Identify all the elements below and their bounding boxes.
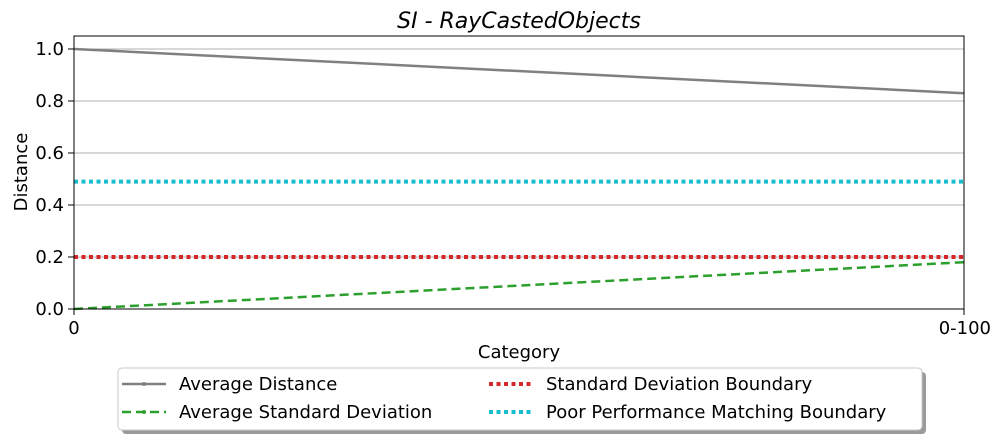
y-tick-label: 0.2 bbox=[35, 247, 64, 268]
x-tick-label: 0-100 bbox=[939, 318, 991, 339]
y-tick-label: 1.0 bbox=[35, 39, 64, 60]
y-tick-label: 0.6 bbox=[35, 143, 64, 164]
plot-series bbox=[73, 47, 965, 311]
plot-frame bbox=[73, 35, 965, 310]
y-axis-title: Distance bbox=[11, 133, 32, 212]
legend-entries: Average Distance Average Standard Deviati… bbox=[122, 374, 887, 423]
x-axis-title: Category bbox=[478, 342, 561, 363]
y-axis-ticks: 0.0 0.2 0.4 0.6 0.8 1.0 bbox=[35, 39, 74, 320]
y-tick-label: 0.8 bbox=[35, 91, 64, 112]
legend-label: Average Standard Deviation bbox=[179, 402, 432, 423]
x-tick-label: 0 bbox=[68, 318, 79, 339]
legend-label: Standard Deviation Boundary bbox=[546, 374, 812, 395]
y-tick-label: 0.4 bbox=[35, 195, 64, 216]
legend-label: Poor Performance Matching Boundary bbox=[546, 402, 887, 423]
legend-box bbox=[117, 367, 923, 431]
legend-marker bbox=[142, 382, 146, 386]
legend-label: Average Distance bbox=[179, 374, 337, 395]
legend: Average Distance Average Standard Deviati… bbox=[117, 367, 926, 434]
series-line bbox=[73, 260, 965, 311]
legend-marker bbox=[142, 410, 146, 414]
y-tick-label: 0.0 bbox=[35, 299, 64, 320]
series-line bbox=[73, 47, 965, 95]
chart-title: SI - RayCastedObjects bbox=[397, 9, 641, 34]
x-axis-ticks: 0 0-100 bbox=[68, 309, 991, 339]
